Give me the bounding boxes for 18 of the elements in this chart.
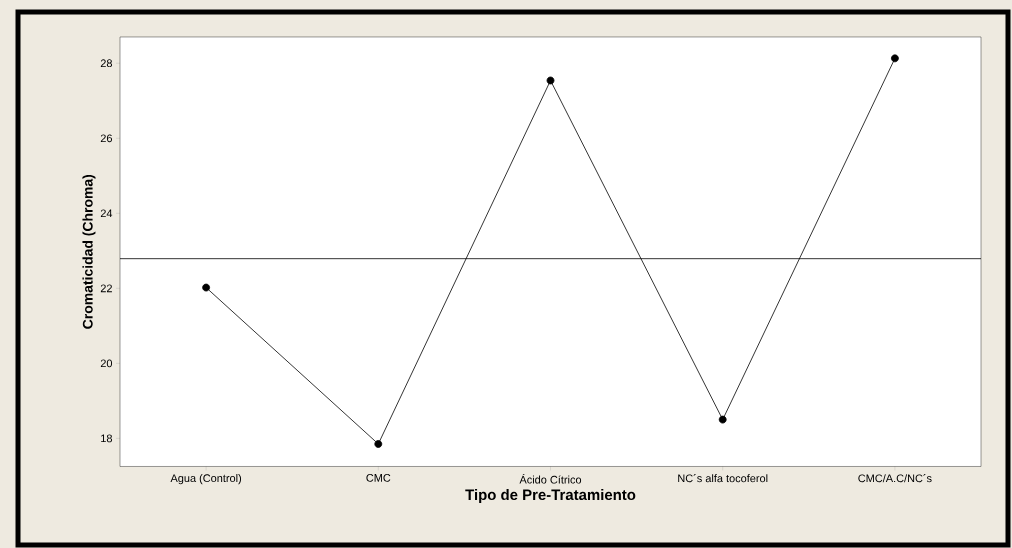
point (891, 54, 899, 63)
point (374, 440, 383, 448)
y-tick-label: 20 (100, 359, 113, 368)
y-axis-title: Cromaticidad (Chroma) (82, 174, 96, 329)
y-tick-label: 26 (100, 134, 112, 143)
x-tick-label: NC´s alfa tocoferol (678, 474, 768, 483)
y-tick-label: 28 (100, 59, 112, 68)
point (546, 76, 555, 85)
point (202, 283, 211, 292)
x-tick-label: Agua (Control) (170, 474, 242, 485)
point (718, 415, 727, 424)
x-tick-label: Ácido Cítrico (519, 474, 582, 484)
x-tick-label: CMC (366, 474, 391, 482)
x-tick-label: CMC/A.C/NC´s (858, 474, 932, 483)
y-tick-label: 22 (100, 284, 112, 293)
y-tick-label: 24 (100, 209, 113, 218)
x-axis-title: Tipo de Pre-Tratamiento (465, 489, 636, 503)
y-tick-label: 18 (101, 434, 112, 443)
